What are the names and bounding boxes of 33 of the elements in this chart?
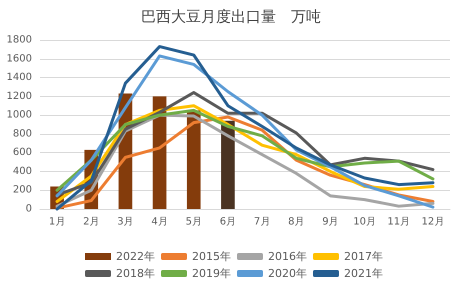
legend-label: 2015年	[192, 250, 231, 263]
x-tick-label: 9月	[322, 216, 339, 228]
bar	[221, 120, 235, 209]
y-tick-label: 800	[12, 128, 32, 140]
y-tick-label: 1400	[6, 72, 32, 84]
chart-title: 巴西大豆月度出口量 万吨	[141, 8, 321, 26]
legend-label: 2021年	[344, 267, 383, 280]
legend-label: 2017年	[344, 250, 383, 263]
x-tick-label: 7月	[254, 216, 270, 228]
x-tick-label: 4月	[151, 216, 168, 228]
y-tick-label: 200	[12, 184, 32, 196]
legend-label: 2018年	[116, 267, 155, 280]
x-tick-label: 11月	[387, 216, 410, 228]
bar	[186, 110, 201, 209]
x-tick-label: 1月	[48, 216, 66, 228]
legend-label: 2022年	[116, 250, 155, 263]
legend-label: 2016年	[268, 250, 307, 263]
x-tick-label: 3月	[117, 216, 134, 228]
y-tick-label: 0	[26, 204, 32, 214]
y-tick-label: 1200	[6, 90, 32, 102]
y-tick-label: 1800	[6, 34, 32, 46]
y-tick-label: 600	[12, 147, 32, 158]
x-tick-label: 6月	[220, 216, 236, 228]
x-tick-label: 5月	[186, 216, 202, 228]
x-tick-label: 8月	[288, 216, 304, 228]
x-tick-label: 10月	[353, 216, 376, 228]
legend-label: 2019年	[192, 267, 231, 280]
x-tick-label: 2月	[83, 216, 100, 228]
legend-label: 2020年	[268, 267, 307, 280]
y-tick-label: 1000	[6, 110, 32, 121]
y-tick-label: 400	[12, 166, 32, 177]
x-tick-label: 12月	[422, 216, 444, 228]
y-tick-label: 1600	[6, 53, 32, 64]
